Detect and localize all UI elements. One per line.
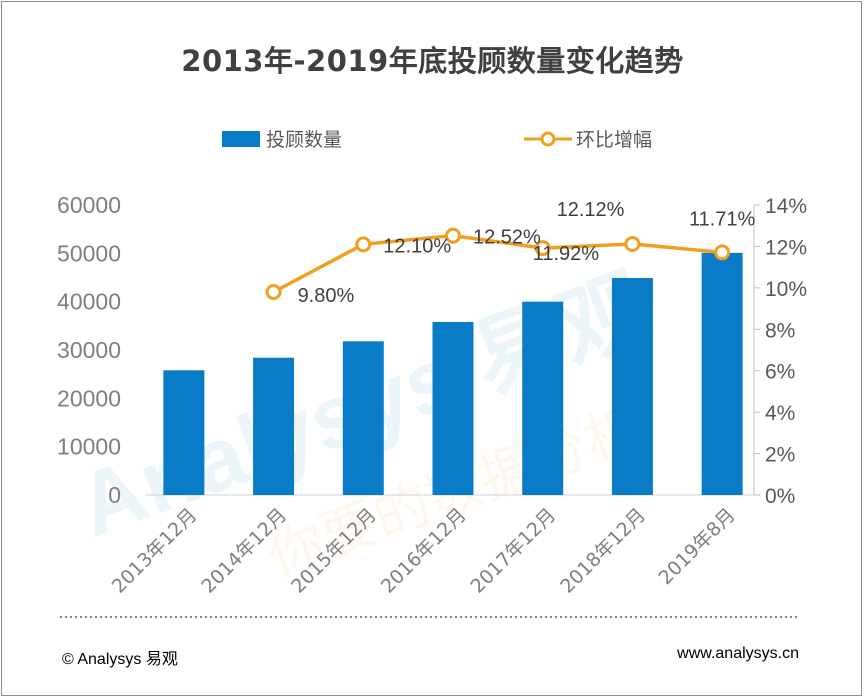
bar bbox=[253, 357, 295, 495]
line-point bbox=[445, 227, 461, 244]
y-right-tick-marks bbox=[754, 204, 760, 496]
footer-url[interactable]: www.analysys.cn bbox=[677, 645, 799, 662]
line-series: 9.80% 12.10% 12.52%11.92% 12.12% 11.71% bbox=[265, 199, 756, 307]
line-point bbox=[355, 236, 372, 253]
bar bbox=[163, 370, 205, 495]
y-left-tick-label: 10000 bbox=[57, 434, 121, 460]
y-right-tick-label: 4% bbox=[765, 402, 795, 425]
bar bbox=[701, 252, 743, 495]
line-data-label: 9.80% bbox=[298, 285, 355, 307]
x-tick-label: 2018年12月 bbox=[556, 504, 650, 598]
bars bbox=[163, 252, 743, 495]
y-right-tick-label: 12% bbox=[765, 236, 807, 259]
x-tick-label: 2019年8月 bbox=[655, 504, 740, 589]
bar bbox=[432, 321, 474, 495]
bar bbox=[611, 277, 653, 495]
y-right-tick-labels: 0% 2% 4% 6% 8% 10% 12% 14% bbox=[765, 195, 807, 508]
bar bbox=[522, 301, 564, 495]
line-point bbox=[624, 235, 641, 252]
chart-title: 2013年-2019年底投顾数量变化趋势 bbox=[181, 44, 684, 78]
y-left-tick-label: 60000 bbox=[57, 192, 121, 218]
x-tick-label: 2017年12月 bbox=[467, 504, 561, 598]
y-left-tick-label: 0 bbox=[108, 482, 121, 508]
y-right-tick-label: 10% bbox=[765, 278, 807, 301]
y-left-tick-label: 40000 bbox=[57, 289, 121, 315]
legend-line-label: 环比增幅 bbox=[576, 129, 652, 151]
line-point bbox=[714, 244, 731, 261]
line-data-label: 12.12% bbox=[557, 199, 625, 221]
y-right-tick-label: 14% bbox=[765, 195, 807, 218]
line-path bbox=[272, 233, 723, 294]
line-data-label: 12.10% bbox=[383, 235, 451, 257]
legend-bar-label: 投顾数量 bbox=[266, 129, 342, 151]
y-left-tick-label: 50000 bbox=[57, 240, 121, 266]
y-right-tick-label: 0% bbox=[765, 485, 795, 508]
bar bbox=[342, 341, 384, 495]
legend: 投顾数量 环比增幅 bbox=[222, 129, 652, 151]
y-right-tick-label: 8% bbox=[765, 319, 795, 342]
y-right-tick-label: 6% bbox=[765, 361, 795, 384]
line-data-label: 11.71% bbox=[689, 208, 756, 230]
y-left-tick-label: 30000 bbox=[57, 337, 121, 363]
y-left-tick-label: 20000 bbox=[57, 385, 121, 411]
line-data-label: 11.92% bbox=[533, 243, 600, 265]
y-left-tick-labels: 0 10000 20000 30000 40000 50000 60000 bbox=[57, 192, 121, 508]
footer-copyright: © Analysys 易观 bbox=[62, 651, 178, 668]
legend-line-marker bbox=[540, 131, 556, 147]
line-point bbox=[534, 240, 551, 257]
legend-bar-swatch bbox=[222, 131, 260, 147]
y-right-tick-label: 2% bbox=[765, 444, 795, 467]
line-data-label: 12.52% bbox=[473, 227, 541, 249]
line-point bbox=[265, 284, 282, 300]
